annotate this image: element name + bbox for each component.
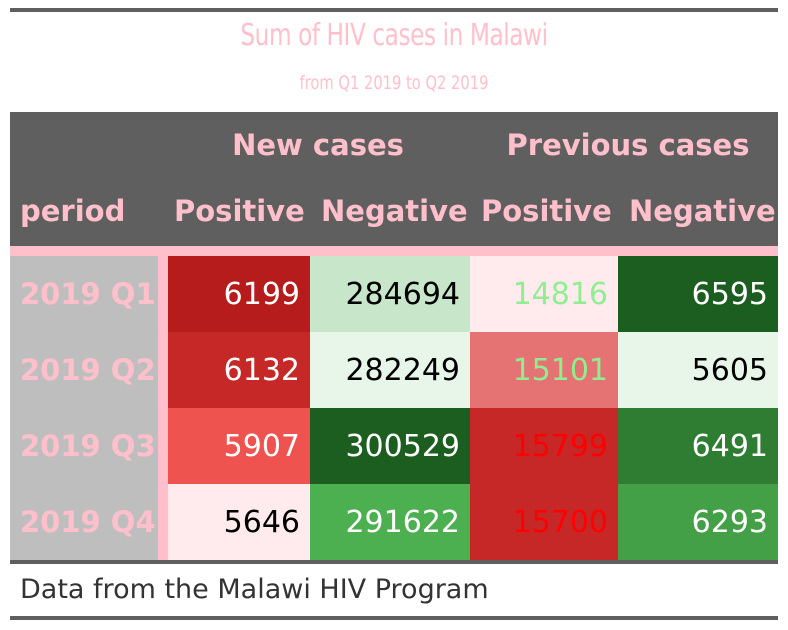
table-subtitle: from Q1 2019 to Q2 2019 bbox=[299, 72, 489, 94]
column-header-previous-positive: Positive bbox=[481, 194, 612, 228]
cell-previous-negative-q4: 6293 bbox=[618, 484, 778, 560]
cell-new-positive-q2: 6132 bbox=[168, 332, 310, 408]
cell-new-positive-q3: 5907 bbox=[168, 408, 310, 484]
cell-previous-positive-q2: 15101 bbox=[470, 332, 618, 408]
top-rule bbox=[10, 8, 778, 12]
cell-previous-negative-q1: 6595 bbox=[618, 256, 778, 332]
cell-previous-negative-q2: 5605 bbox=[618, 332, 778, 408]
column-header-previous-negative: Negative bbox=[629, 194, 776, 228]
cell-previous-positive-q4: 15700 bbox=[470, 484, 618, 560]
header-band bbox=[10, 112, 778, 246]
cell-previous-positive-q1: 14816 bbox=[470, 256, 618, 332]
stub-divider bbox=[158, 256, 168, 564]
table-bottom-rule bbox=[10, 560, 778, 564]
spanner-previous-cases: Previous cases bbox=[506, 128, 750, 162]
spanner-new-cases: New cases bbox=[232, 128, 404, 162]
row-label-2019-q4: 2019 Q4 bbox=[20, 505, 156, 539]
cell-new-negative-q1: 284694 bbox=[310, 256, 470, 332]
header-divider bbox=[10, 246, 778, 256]
column-header-period: period bbox=[20, 194, 126, 228]
column-header-new-positive: Positive bbox=[174, 194, 305, 228]
cell-new-positive-q4: 5646 bbox=[168, 484, 310, 560]
cell-new-negative-q4: 291622 bbox=[310, 484, 470, 560]
table-title: Sum of HIV cases in Malawi bbox=[240, 18, 548, 53]
bottom-rule bbox=[10, 616, 778, 620]
row-label-2019-q1: 2019 Q1 bbox=[20, 277, 156, 311]
source-note: Data from the Malawi HIV Program bbox=[20, 574, 489, 605]
stub-column bbox=[10, 256, 158, 564]
cell-new-positive-q1: 6199 bbox=[168, 256, 310, 332]
cell-new-negative-q3: 300529 bbox=[310, 408, 470, 484]
row-label-2019-q3: 2019 Q3 bbox=[20, 429, 156, 463]
cell-previous-negative-q3: 6491 bbox=[618, 408, 778, 484]
row-label-2019-q2: 2019 Q2 bbox=[20, 353, 156, 387]
cell-new-negative-q2: 282249 bbox=[310, 332, 470, 408]
column-header-new-negative: Negative bbox=[321, 194, 468, 228]
cell-previous-positive-q3: 15799 bbox=[470, 408, 618, 484]
